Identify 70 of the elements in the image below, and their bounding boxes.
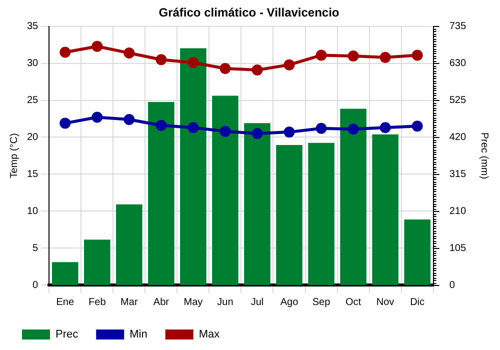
y-tick-label: 25 — [27, 95, 39, 106]
bar — [84, 240, 110, 285]
x-tick-label: Oct — [345, 296, 362, 308]
point — [380, 52, 391, 63]
y-tick-label: 15 — [27, 168, 39, 180]
bar — [212, 96, 238, 285]
point — [284, 59, 295, 70]
bar — [180, 48, 206, 285]
y-tick-label: 30 — [27, 58, 39, 70]
point — [220, 126, 231, 137]
x-tick-label: Mar — [120, 296, 138, 308]
x-tick-label: May — [184, 296, 203, 308]
point — [412, 120, 423, 132]
y-axis-title: Temp (°C) — [8, 133, 20, 178]
legend-label: Prec — [56, 328, 79, 341]
point — [220, 63, 231, 74]
point — [412, 50, 423, 61]
chart-title: Gráfico climático - Villavicencio — [158, 6, 340, 20]
x-tick-label: Nov — [376, 296, 394, 308]
x-tick-label: Ago — [280, 296, 299, 308]
x-tick-label: Jun — [217, 296, 234, 308]
point — [156, 120, 167, 131]
bar — [116, 204, 142, 285]
y2-tick-label: 210 — [449, 206, 466, 217]
y-tick-label: 10 — [27, 206, 39, 217]
point — [92, 112, 103, 123]
x-tick-label: Abr — [153, 296, 170, 308]
y-tick-label: 20 — [27, 132, 39, 143]
point — [284, 126, 295, 138]
y2-tick-label: 420 — [449, 132, 466, 143]
y2-tick-label: 630 — [449, 58, 466, 70]
point — [124, 114, 135, 125]
point — [316, 122, 327, 134]
point — [124, 48, 135, 58]
point — [380, 122, 391, 134]
y2-tick-label: 105 — [449, 242, 466, 254]
x-tick-label: Sep — [312, 296, 331, 308]
bar — [276, 144, 302, 285]
bar — [244, 123, 270, 285]
bar — [308, 142, 334, 285]
point — [156, 54, 167, 66]
x-tick-label: Feb — [88, 296, 106, 308]
point — [60, 46, 71, 58]
y-tick-label: 0 — [32, 280, 39, 291]
point — [252, 128, 263, 140]
bar — [52, 262, 78, 285]
point — [92, 40, 103, 52]
legend-label: Min — [130, 328, 148, 341]
y2-tick-label: 525 — [449, 95, 466, 106]
point — [348, 124, 359, 135]
y2-tick-label: 315 — [449, 168, 466, 180]
bar — [404, 220, 430, 285]
x-tick-label: Dic — [410, 296, 425, 308]
point — [188, 57, 199, 68]
point — [252, 64, 263, 76]
y-tick-label: 35 — [27, 21, 39, 32]
bar — [148, 102, 174, 285]
point — [316, 50, 327, 61]
bar — [340, 108, 366, 285]
y2-axis-title: Prec (mm) — [478, 132, 490, 180]
y2-tick-label: 0 — [449, 280, 456, 291]
point — [60, 118, 71, 129]
x-tick-label: Jul — [250, 296, 264, 308]
legend-label: Max — [198, 328, 220, 341]
point — [348, 50, 359, 62]
point — [188, 122, 199, 134]
x-tick-label: Ene — [56, 296, 74, 308]
y2-tick-label: 735 — [449, 21, 466, 32]
bar — [372, 134, 398, 285]
y-tick-label: 5 — [32, 242, 39, 254]
